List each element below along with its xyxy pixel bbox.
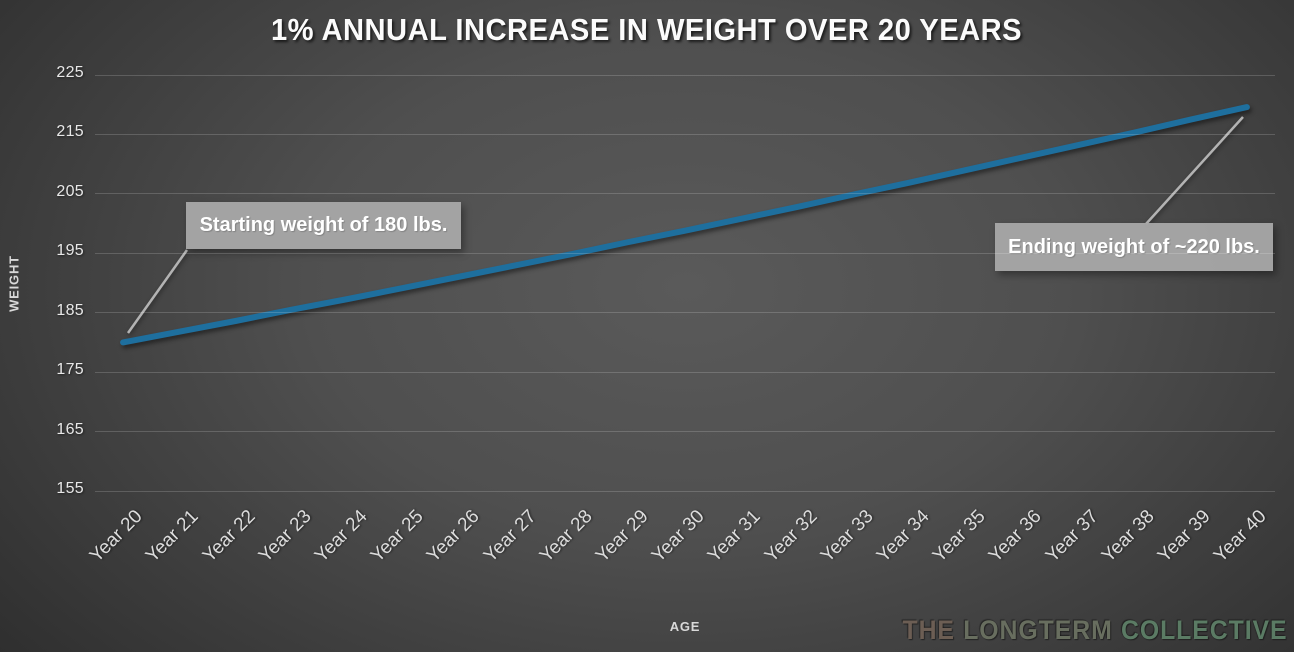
leader-line-start — [126, 249, 189, 334]
y-tick-label: 165 — [56, 420, 84, 438]
annotation-starting-weight: Starting weight of 180 lbs. — [186, 202, 461, 249]
x-tick-label: Year 37 — [1041, 506, 1103, 567]
x-axis-title: AGE — [669, 619, 701, 634]
y-tick-label: 225 — [56, 64, 84, 81]
watermark-word: COLLECTIVE — [1121, 615, 1288, 645]
x-tick-label: Year 25 — [367, 506, 428, 567]
y-tick-label: 175 — [56, 361, 84, 379]
x-tick-label: Year 27 — [479, 506, 541, 567]
watermark-word: THE — [902, 615, 956, 645]
x-tick-label: Year 36 — [985, 506, 1047, 567]
x-tick-label: Year 40 — [1210, 506, 1271, 567]
gridline — [95, 193, 1275, 195]
gridline — [95, 252, 1275, 254]
x-tick-label: Year 26 — [423, 506, 485, 567]
chart-title: 1% ANNUAL INCREASE IN WEIGHT OVER 20 YEA… — [0, 11, 1294, 48]
watermark-word: LONGTERM — [963, 615, 1114, 645]
chart-title-text: 1% ANNUAL INCREASE IN WEIGHT OVER 20 YEA… — [271, 12, 1023, 47]
annotation-starting-weight-text: Starting weight of 180 lbs. — [199, 214, 448, 236]
annotation-ending-weight-text: Ending weight of ~220 lbs. — [1008, 235, 1260, 258]
x-tick-label: Year 31 — [704, 506, 766, 567]
gridline — [95, 371, 1275, 373]
gridline — [95, 490, 1275, 492]
y-axis-title: WEIGHT — [6, 255, 22, 312]
y-tick-label: 205 — [56, 182, 84, 200]
y-tick-label: 195 — [56, 242, 84, 260]
x-tick-label: Year 30 — [648, 506, 709, 567]
gridline — [95, 74, 1275, 76]
x-tick-label: Year 39 — [1153, 506, 1215, 567]
x-tick-label: Year 28 — [535, 506, 597, 567]
y-tick-label: 215 — [56, 123, 84, 141]
x-tick-label: Year 32 — [760, 506, 822, 567]
x-tick-label: Year 35 — [929, 506, 990, 567]
y-tick-label: 155 — [56, 480, 84, 497]
x-tick-label: Year 22 — [198, 506, 260, 567]
annotation-ending-weight: Ending weight of ~220 lbs. — [995, 223, 1273, 271]
watermark-logo: THE LONGTERM COLLECTIVE — [895, 615, 1288, 646]
x-tick-label: Year 24 — [311, 506, 372, 567]
x-tick-label: Year 34 — [872, 506, 934, 567]
x-tick-label: Year 20 — [86, 506, 147, 567]
gridline — [95, 431, 1275, 433]
y-tick-label: 185 — [56, 301, 84, 319]
x-tick-label: Year 33 — [816, 506, 878, 567]
x-tick-label: Year 38 — [1097, 506, 1159, 567]
x-tick-label: Year 21 — [142, 506, 204, 567]
x-tick-label: Year 23 — [254, 506, 316, 567]
gridline — [95, 133, 1275, 135]
x-tick-label: Year 29 — [591, 506, 653, 567]
gridline — [95, 312, 1275, 314]
